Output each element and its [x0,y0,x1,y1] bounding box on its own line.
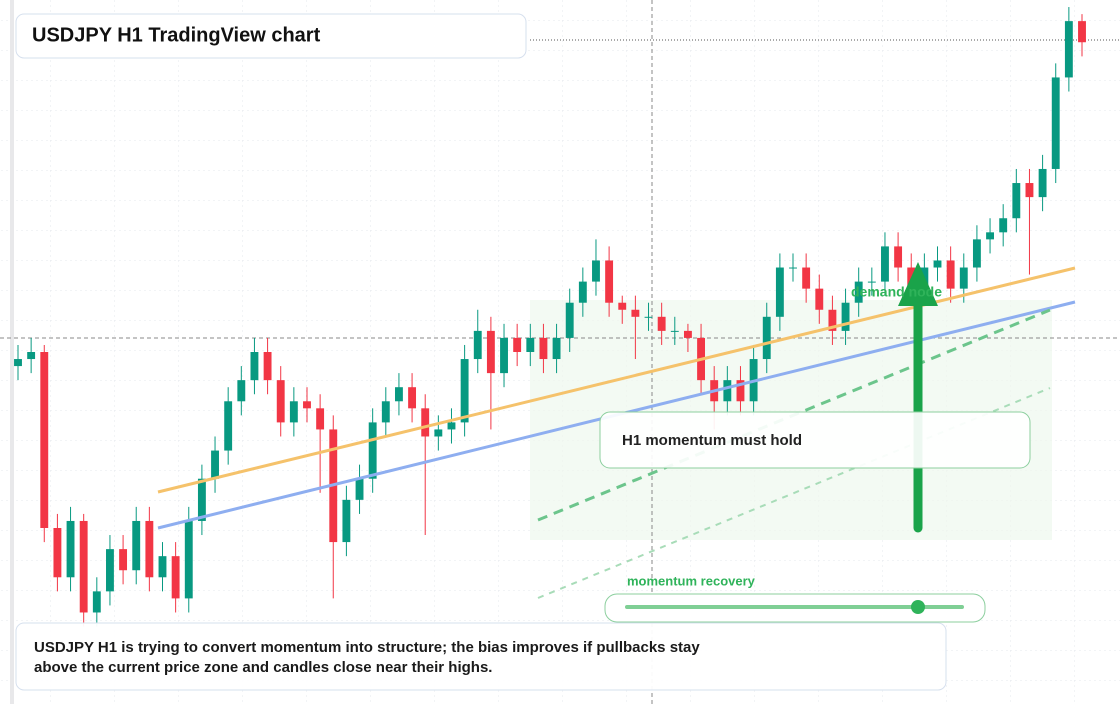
candle-body [473,330,482,360]
caption-line: USDJPY H1 is trying to convert momentum … [34,639,700,656]
candle-body [841,302,850,331]
candle-body [289,401,298,423]
candle-body [999,218,1008,233]
candle-body [486,330,495,374]
candle-body [762,316,771,360]
candle-body [224,401,233,451]
candle-body [119,549,128,571]
candle-body [815,288,824,310]
candle-body [276,380,285,423]
candle-body [368,422,377,479]
candle-body [303,401,311,409]
candle-body [867,281,876,283]
candle-body [565,302,574,338]
candle-body [421,408,430,437]
candle-body [881,246,889,282]
candle-body [683,330,692,338]
candle-body [539,337,548,360]
candle-body [211,450,219,479]
candle-body [106,549,114,592]
candle-body [592,260,600,282]
candle-body [526,337,535,352]
arrow-head [898,262,938,306]
candle-body [316,408,325,430]
candle-body [946,260,955,289]
slider-knob [911,600,925,614]
candle-body [828,309,837,331]
candle-body [14,359,22,367]
candle-body [263,352,272,381]
caption-line: above the current price zone and candles… [34,659,492,676]
candle-body [618,302,627,310]
candle-body [631,309,640,317]
candle-body [342,499,351,543]
candle-body [986,232,994,240]
candle-body [500,337,508,374]
candle-body [1078,21,1086,43]
candle-body [959,267,968,289]
candle-body [723,380,732,402]
candle-body [802,267,811,289]
candle-body [736,380,745,402]
candle-body [894,246,903,268]
candle-body [1025,183,1034,198]
candle-body [552,337,561,360]
candle-body [1051,77,1060,169]
candle-body [40,352,49,528]
title-box [15,13,527,59]
candle-body [250,352,259,381]
zone-label: demand node [851,284,942,300]
candle-body [184,520,193,599]
candle-body [434,429,443,437]
candle-body [972,239,981,268]
slider-label: momentum recovery [627,573,756,588]
left-border [10,0,14,704]
candle-body [789,267,797,269]
candle-body [854,281,863,303]
candle-body [237,380,246,402]
candle-body [66,520,75,578]
candle-body [79,520,88,613]
candle-body [92,591,101,613]
candle-body [1012,183,1021,219]
candle-body [1064,21,1073,78]
candles [14,7,1086,627]
candle-body [394,387,403,402]
candle-body [670,330,679,332]
candle-body [171,556,180,599]
candle-body [145,520,154,578]
candle-body [460,359,469,423]
candle-body [605,260,614,303]
candle-body [657,316,666,331]
candle-body [447,422,456,430]
candle-body [775,267,784,317]
callout-box [599,411,1031,469]
candle-body [381,401,390,423]
candle-body [53,528,62,578]
candle-body [132,520,141,571]
candle-body [197,478,206,521]
candle-body [933,260,942,268]
candle-body [27,352,36,360]
callout: H1 momentum must hold [622,432,802,449]
candle-body [158,556,167,578]
candle-body [1038,168,1047,198]
candle-body [355,478,364,500]
title: USDJPY H1 TradingView chart [32,24,321,46]
candle-body [644,316,653,318]
candle-body [578,281,587,303]
caption-box [15,622,947,691]
candle-body [513,337,522,352]
candle-body [408,387,417,409]
